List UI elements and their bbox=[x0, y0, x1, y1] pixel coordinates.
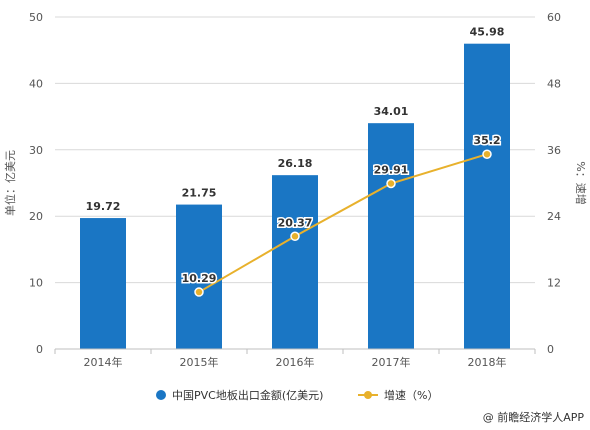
y-tick-label: 10 bbox=[29, 277, 43, 290]
line-series bbox=[194, 149, 492, 297]
legend: 中国PVC地板出口金额(亿美元) 增速（%） bbox=[156, 388, 438, 402]
x-tick-label: 2015年 bbox=[180, 355, 219, 369]
bar bbox=[464, 43, 510, 349]
gridlines bbox=[55, 16, 535, 284]
legend-bar-swatch bbox=[156, 390, 166, 400]
line-point bbox=[482, 149, 492, 159]
y-tick-label: 40 bbox=[29, 77, 43, 90]
y-tick-label: 0 bbox=[36, 343, 43, 356]
data-labels: 19.72 21.75 26.18 34.01 45.98 10.29 20.37 29.91… bbox=[86, 26, 505, 287]
bar bbox=[272, 175, 318, 349]
legend-line-marker bbox=[364, 391, 372, 399]
y2-axis-title: %：速增 bbox=[574, 161, 588, 204]
bar-series bbox=[80, 43, 510, 349]
y2-tick-label: 0 bbox=[547, 343, 554, 356]
y2-tick-label: 24 bbox=[547, 210, 561, 223]
y2-tick-label: 48 bbox=[547, 77, 561, 90]
x-tick-label: 2016年 bbox=[276, 355, 315, 369]
y2-tick-label: 60 bbox=[547, 11, 561, 24]
line-value-label: 10.29 bbox=[182, 272, 217, 285]
bar bbox=[80, 218, 126, 349]
legend-bar-label: 中国PVC地板出口金额(亿美元) bbox=[172, 388, 323, 402]
line-point bbox=[194, 287, 204, 297]
line-point bbox=[290, 231, 300, 242]
axes: 0 10 20 30 40 50 0 12 24 36 48 60 2014年 2015年 2016年 201… bbox=[29, 11, 561, 369]
line-value-label: 20.37 bbox=[278, 216, 313, 229]
bar-value-label: 34.01 bbox=[374, 105, 409, 118]
y-tick-label: 50 bbox=[29, 11, 43, 24]
y-tick-label: 30 bbox=[29, 144, 43, 157]
y-tick-label: 20 bbox=[29, 210, 43, 223]
y2-tick-label: 36 bbox=[547, 144, 561, 157]
growth-line bbox=[198, 153, 488, 293]
bar-value-label: 21.75 bbox=[182, 187, 217, 200]
bar-value-label: 45.98 bbox=[470, 26, 505, 39]
bar-value-label: 19.72 bbox=[86, 200, 121, 213]
line-value-label: 35.2 bbox=[473, 134, 500, 147]
y2-tick-label: 12 bbox=[547, 277, 561, 290]
y-axis-title: 单位：亿美元 bbox=[3, 150, 17, 216]
bar-value-label: 26.18 bbox=[278, 157, 313, 170]
line-value-label: 29.91 bbox=[374, 163, 409, 176]
x-tick-label: 2014年 bbox=[84, 355, 123, 369]
x-tick-label: 2017年 bbox=[372, 355, 411, 369]
source-credit: @ 前瞻经济学人APP bbox=[483, 410, 585, 424]
bar bbox=[368, 123, 414, 349]
x-tick-label: 2018年 bbox=[468, 355, 507, 369]
legend-line-label: 增速（%） bbox=[384, 388, 438, 402]
line-point bbox=[386, 178, 396, 189]
bar bbox=[176, 204, 222, 349]
